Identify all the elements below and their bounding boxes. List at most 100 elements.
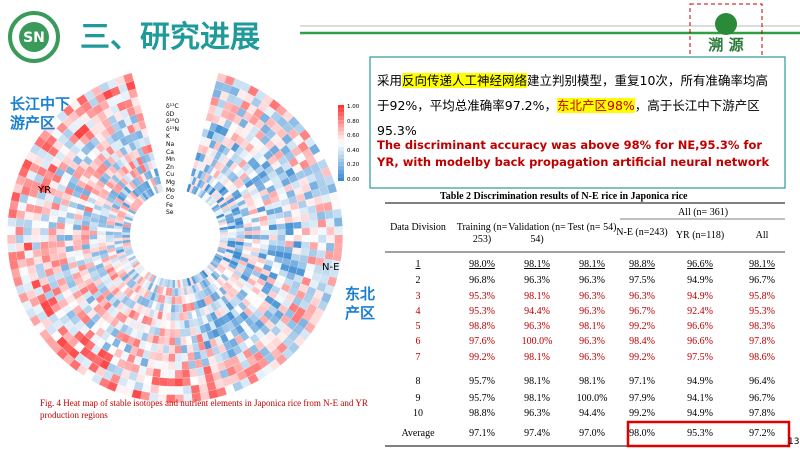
heat-cell (297, 317, 309, 329)
heat-cell (270, 175, 281, 185)
heat-cell (248, 115, 260, 126)
heat-cell (308, 212, 318, 221)
heat-cell (212, 88, 222, 99)
heat-cell (226, 149, 235, 159)
heat-cell (240, 100, 251, 111)
heat-cell (48, 241, 57, 249)
heat-cell (194, 178, 200, 187)
heat-cell (85, 295, 96, 305)
heat-cell (103, 352, 114, 363)
heat-cell (175, 386, 184, 395)
heat-cell (188, 285, 194, 294)
heat-cell (46, 186, 57, 196)
heat-cell (247, 183, 257, 192)
heat-cell (338, 150, 344, 155)
heat-cell (76, 203, 86, 211)
heat-cell (249, 274, 259, 282)
heat-cell (32, 155, 44, 167)
heat-cell (65, 309, 77, 320)
heat-cell (244, 196, 254, 204)
heat-cell (175, 361, 183, 370)
heat-cell (205, 195, 213, 204)
heat-cell (251, 299, 261, 309)
heat-cell (244, 238, 253, 244)
heat-cell (93, 157, 103, 167)
heat-cell (277, 304, 289, 315)
heat-cell (224, 268, 234, 276)
heat-cell (291, 208, 301, 217)
heat-cell (217, 343, 227, 354)
heat-cell (182, 369, 190, 378)
heat-cell (211, 282, 219, 292)
table-title: Table 2 Discrimination results of N-E ri… (440, 191, 688, 202)
highlight-box (626, 420, 791, 448)
heat-cell (81, 357, 93, 369)
heat-cell (39, 129, 51, 142)
heat-cell (212, 191, 221, 200)
heat-cell (259, 314, 270, 325)
heat-cell (210, 261, 218, 269)
heat-cell (117, 292, 126, 302)
heat-cell (252, 235, 261, 240)
heat-cell (89, 299, 99, 309)
heat-cell (59, 314, 70, 326)
heat-cell (75, 254, 84, 262)
heat-cell (215, 253, 224, 259)
heat-cell (254, 340, 266, 351)
heat-cell (214, 268, 223, 276)
heat-cell (212, 206, 221, 213)
heat-cell (50, 116, 62, 129)
heat-cell (74, 106, 86, 118)
heat-cell (151, 275, 157, 284)
heat-cell (301, 235, 310, 243)
heat-cell (211, 328, 220, 338)
heat-cell (106, 220, 115, 226)
heat-cell (51, 173, 62, 184)
heat-cell (58, 161, 69, 172)
heat-cell (331, 200, 341, 210)
heat-cell (15, 284, 26, 296)
heat-cell (199, 162, 207, 172)
heat-cell (291, 180, 301, 190)
heat-cell (186, 286, 191, 295)
heat-cell (140, 155, 148, 164)
heat-cell (23, 242, 33, 251)
heat-cell (175, 370, 183, 379)
heat-cell (106, 381, 118, 392)
heat-cell (41, 176, 52, 187)
heat-cell (144, 153, 151, 163)
heat-cell (292, 296, 303, 307)
heat-cell (143, 136, 151, 146)
heat-cell (34, 322, 46, 334)
heat-cell (276, 217, 285, 225)
heat-cell (151, 160, 157, 169)
heat-cell (124, 134, 134, 144)
heat-cell (203, 365, 212, 375)
heat-cell (85, 201, 95, 209)
heat-cell (39, 328, 51, 341)
heat-cell (106, 96, 117, 108)
heat-cell (128, 141, 137, 152)
heat-cell (217, 246, 227, 252)
heat-cell (125, 266, 134, 274)
heat-cell (23, 235, 32, 243)
heat-cell (130, 363, 140, 374)
heat-cell (137, 175, 145, 184)
heat-cell (242, 249, 251, 256)
heat-cell (201, 279, 209, 288)
heat-cell (122, 226, 131, 231)
heat-cell (74, 352, 86, 364)
heat-cell (313, 151, 325, 163)
heat-cell (242, 111, 253, 122)
heat-cell (264, 106, 276, 118)
heat-cell (29, 296, 40, 308)
heat-cell (232, 78, 244, 89)
heat-cell (81, 220, 91, 226)
heat-cell (251, 217, 260, 223)
heat-cell (219, 368, 230, 379)
heat-cell (273, 181, 284, 190)
heat-cell (313, 264, 323, 275)
heat-cell (248, 290, 258, 300)
heat-cell (321, 266, 331, 277)
heat-cell (99, 298, 109, 308)
